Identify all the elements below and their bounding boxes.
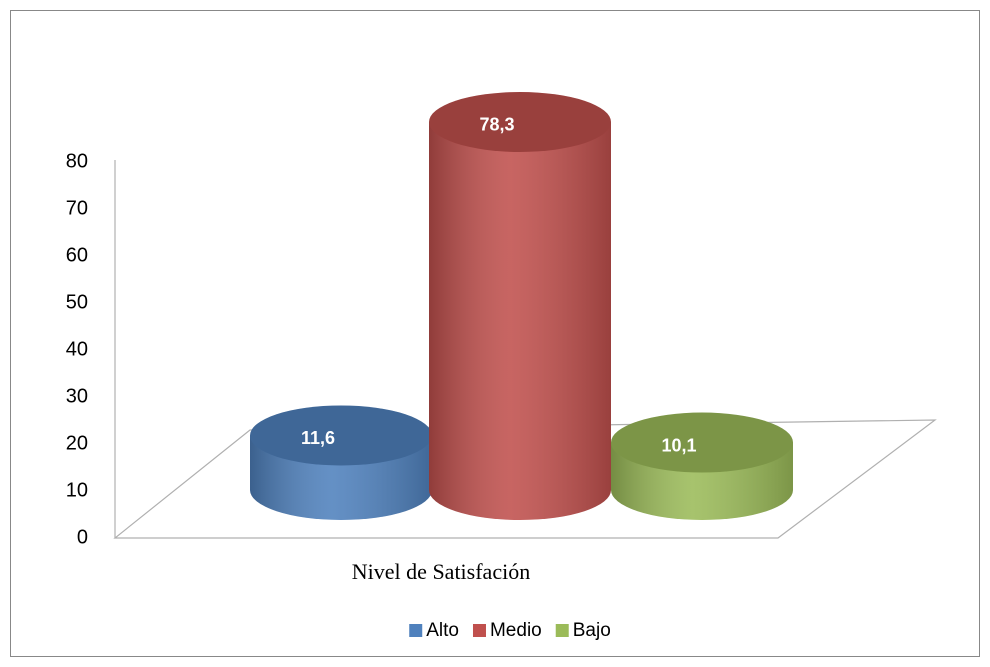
data-label: 11,6 xyxy=(301,428,335,448)
y-tick-label: 20 xyxy=(66,432,88,454)
y-tick-label: 10 xyxy=(66,479,88,501)
data-label: 10,1 xyxy=(661,435,696,455)
legend-swatch xyxy=(555,624,569,637)
bar-top xyxy=(611,412,793,473)
bar-top xyxy=(429,91,611,152)
legend-label: Alto xyxy=(426,620,459,641)
legend-swatch xyxy=(409,624,423,637)
x-tick-label: Nivel de Satisfación xyxy=(352,559,530,584)
legend-swatch xyxy=(472,624,486,637)
data-label: 78,3 xyxy=(479,115,514,135)
y-tick-label: 60 xyxy=(66,244,88,266)
bar-top-shade xyxy=(429,91,611,152)
legend-label: Bajo xyxy=(573,620,611,641)
bar-top xyxy=(250,405,432,466)
bar-top-shade xyxy=(611,412,793,473)
y-tick-label: 80 xyxy=(66,150,88,172)
y-tick-label: 50 xyxy=(66,291,88,313)
bar-top-shade xyxy=(250,405,432,466)
bar-shade xyxy=(429,121,611,521)
legend-label: Medio xyxy=(490,620,542,641)
y-tick-label: 40 xyxy=(66,338,88,360)
y-tick-label: 0 xyxy=(77,526,88,548)
y-tick-label: 30 xyxy=(66,385,88,407)
y-tick-label: 70 xyxy=(66,197,88,219)
floor xyxy=(113,160,937,539)
